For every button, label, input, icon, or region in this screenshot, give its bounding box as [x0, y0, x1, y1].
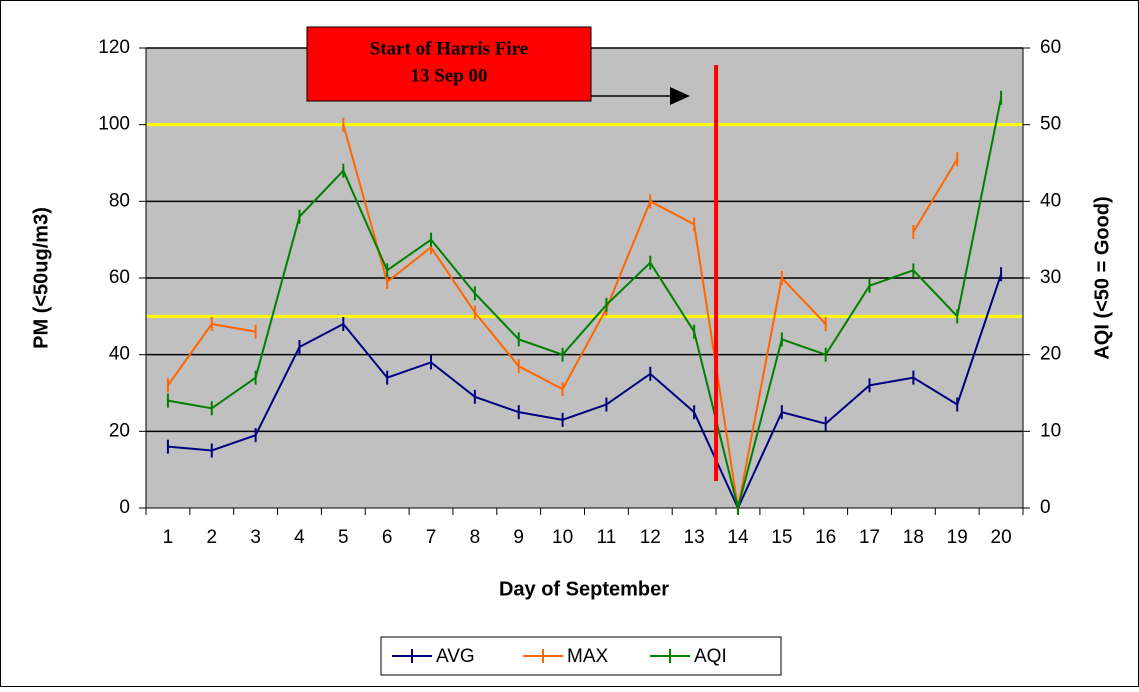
y2-tick-label: 60 [1040, 37, 1061, 58]
x-tick-label: 11 [597, 527, 617, 548]
x-tick-label: 16 [815, 527, 836, 548]
x-tick-label: 14 [727, 527, 749, 548]
y2-tick-label: 40 [1040, 190, 1061, 211]
y-axis-title: PM (<50ug/m3) [30, 207, 52, 349]
x-tick-label: 5 [338, 527, 349, 548]
legend-label: AVG [436, 646, 475, 667]
x-tick-label: 19 [947, 527, 968, 548]
x-tick-label: 4 [294, 527, 305, 548]
x-axis-title: Day of September [499, 578, 669, 600]
y2-axis-title: AQI (<50 = Good) [1091, 196, 1113, 359]
x-tick-label: 17 [859, 527, 880, 548]
x-tick-label: 18 [903, 527, 924, 548]
annotation-arrowhead [670, 87, 690, 105]
x-tick-label: 7 [426, 527, 437, 548]
y-tick-label: 80 [109, 190, 130, 211]
x-tick-label: 12 [640, 527, 661, 548]
x-tick-label: 15 [771, 527, 792, 548]
legend-label: MAX [567, 646, 609, 667]
y-tick-label: 0 [119, 497, 130, 518]
y2-tick-label: 50 [1040, 114, 1061, 135]
x-tick-label: 13 [684, 527, 705, 548]
annotation-text: Start of Harris Fire [370, 38, 528, 59]
annotation-text: 13 Sep 00 [410, 65, 487, 86]
y-tick-label: 40 [109, 344, 130, 365]
legend-box [380, 636, 782, 676]
series-line [167, 97, 1003, 509]
x-tick-label: 20 [991, 527, 1012, 548]
y-tick-label: 100 [98, 114, 130, 135]
y2-tick-label: 0 [1040, 497, 1051, 518]
y-tick-label: 120 [98, 37, 130, 58]
x-tick-label: 6 [382, 527, 393, 548]
x-tick-label: 10 [552, 527, 573, 548]
y-tick-label: 20 [109, 420, 130, 441]
y2-tick-label: 20 [1040, 344, 1061, 365]
annotation-box [306, 26, 592, 102]
x-tick-label: 2 [206, 527, 217, 548]
y2-tick-label: 30 [1040, 267, 1061, 288]
x-tick-label: 9 [513, 527, 524, 548]
x-tick-label: 8 [470, 527, 481, 548]
legend-label: AQI [694, 646, 727, 667]
x-tick-label: 1 [163, 527, 174, 548]
series-line [167, 273, 1003, 511]
y-tick-label: 60 [109, 267, 130, 288]
x-tick-label: 3 [250, 527, 261, 548]
y2-tick-label: 10 [1040, 420, 1061, 441]
